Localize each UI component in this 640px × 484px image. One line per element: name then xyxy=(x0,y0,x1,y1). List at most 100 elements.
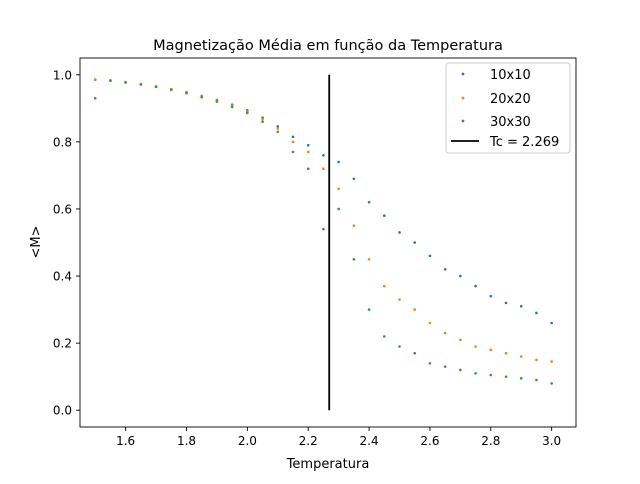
point-20x20-29 xyxy=(535,358,538,362)
legend: 10x10 20x20 30x30 Tc = 2.269 xyxy=(445,62,571,154)
point-30x30-15 xyxy=(322,227,325,231)
point-30x30-19 xyxy=(382,335,386,338)
legend-marker-30x30 xyxy=(461,119,465,123)
y-tick-label-4: 0.8 xyxy=(53,135,72,149)
point-20x20-0 xyxy=(93,78,97,81)
point-10x10-28 xyxy=(519,304,523,308)
point-10x10-24 xyxy=(459,274,462,278)
point-30x30-2 xyxy=(124,81,127,84)
point-10x10-21 xyxy=(413,241,417,244)
point-20x20-20 xyxy=(398,298,401,301)
legend-label-10x10: 10x10 xyxy=(490,68,531,83)
axis-ticks: 1.6 1.8 2.0 2.2 2.4 2.6 2.8 3.0 0.0 0.2 0.4 0.6 0.8 1… xyxy=(53,68,561,448)
point-30x30-3 xyxy=(139,83,143,86)
x-tick-label-5: 2.6 xyxy=(420,434,439,448)
point-30x30-13 xyxy=(291,150,295,154)
legend-box xyxy=(445,62,571,154)
x-axis-label: Temperatura xyxy=(286,457,370,472)
point-30x30-11 xyxy=(261,120,264,124)
point-30x30-24 xyxy=(459,368,462,372)
point-10x10-13 xyxy=(291,135,295,139)
point-10x10-29 xyxy=(535,311,538,315)
point-20x20-27 xyxy=(504,351,508,355)
x-tick-label-7: 3.0 xyxy=(542,434,561,448)
point-30x30-8 xyxy=(215,100,219,103)
point-30x30-26 xyxy=(489,373,493,377)
point-20x20-11 xyxy=(261,118,264,121)
point-30x30-12 xyxy=(276,130,280,134)
point-20x20-25 xyxy=(474,345,477,348)
point-10x10-14 xyxy=(306,143,310,147)
point-10x10-23 xyxy=(443,268,447,271)
point-30x30-29 xyxy=(535,378,538,382)
point-30x30-25 xyxy=(474,372,477,375)
y-tick-label-2: 0.4 xyxy=(53,270,72,284)
legend-label-30x30: 30x30 xyxy=(490,115,531,130)
point-20x20-26 xyxy=(489,348,493,352)
point-10x10-17 xyxy=(352,177,356,181)
legend-marker-20x20 xyxy=(461,96,465,100)
point-30x30-27 xyxy=(504,375,508,378)
point-20x20-24 xyxy=(459,338,462,342)
point-30x30-9 xyxy=(230,105,234,109)
point-10x10-27 xyxy=(504,301,508,305)
point-20x20-19 xyxy=(382,284,386,288)
x-tick-label-1: 1.8 xyxy=(177,434,196,448)
point-10x10-20 xyxy=(398,231,401,234)
point-30x30-17 xyxy=(352,257,356,261)
point-10x10-16 xyxy=(337,160,340,164)
x-tick-label-4: 2.4 xyxy=(360,434,379,448)
point-10x10-25 xyxy=(474,284,477,288)
point-30x30-21 xyxy=(413,351,417,355)
point-30x30-0 xyxy=(93,96,97,100)
legend-label-tc: Tc = 2.269 xyxy=(489,135,559,150)
point-30x30-22 xyxy=(428,361,432,365)
y-axis-label: <M> xyxy=(29,225,44,258)
chart-title: Magnetização Média em função da Temperat… xyxy=(153,38,503,54)
y-tick-label-5: 1.0 xyxy=(53,68,72,82)
point-30x30-10 xyxy=(246,111,249,115)
legend-label-20x20: 20x20 xyxy=(490,92,531,107)
point-20x20-22 xyxy=(428,321,432,325)
point-20x20-17 xyxy=(352,224,356,228)
point-20x20-18 xyxy=(367,257,371,261)
point-10x10-26 xyxy=(489,294,493,298)
point-30x30-23 xyxy=(443,365,447,368)
point-10x10-18 xyxy=(367,200,371,204)
point-20x20-13 xyxy=(291,140,295,144)
point-30x30-6 xyxy=(185,91,188,95)
point-30x30-30 xyxy=(550,382,553,385)
point-30x30-7 xyxy=(200,95,204,99)
legend-marker-10x10 xyxy=(461,72,465,76)
x-tick-label-3: 2.2 xyxy=(299,434,318,448)
x-tick-label-2: 2.0 xyxy=(238,434,257,448)
point-10x10-19 xyxy=(382,214,386,217)
point-30x30-16 xyxy=(337,207,340,211)
point-10x10-30 xyxy=(550,321,553,325)
point-20x20-15 xyxy=(322,167,325,170)
point-10x10-22 xyxy=(428,254,432,258)
point-20x20-21 xyxy=(413,308,417,311)
point-30x30-18 xyxy=(367,308,371,311)
point-30x30-28 xyxy=(519,377,523,380)
point-10x10-12 xyxy=(276,125,280,128)
point-30x30-20 xyxy=(398,345,401,348)
point-20x20-28 xyxy=(519,355,523,358)
point-30x30-4 xyxy=(154,85,158,89)
point-20x20-16 xyxy=(337,187,340,191)
x-tick-label-0: 1.6 xyxy=(116,434,135,448)
x-tick-label-6: 2.8 xyxy=(481,434,500,448)
point-20x20-23 xyxy=(443,331,447,335)
y-tick-label-0: 0.0 xyxy=(53,404,72,418)
point-10x10-15 xyxy=(322,153,325,157)
data-points xyxy=(93,78,553,385)
point-30x30-5 xyxy=(169,88,173,92)
point-30x30-1 xyxy=(109,79,112,83)
point-20x20-30 xyxy=(550,360,553,363)
point-20x20-12 xyxy=(276,127,280,130)
y-tick-label-3: 0.6 xyxy=(53,202,72,216)
y-tick-label-1: 0.2 xyxy=(53,337,72,351)
point-30x30-14 xyxy=(306,167,310,170)
point-20x20-14 xyxy=(306,150,310,154)
